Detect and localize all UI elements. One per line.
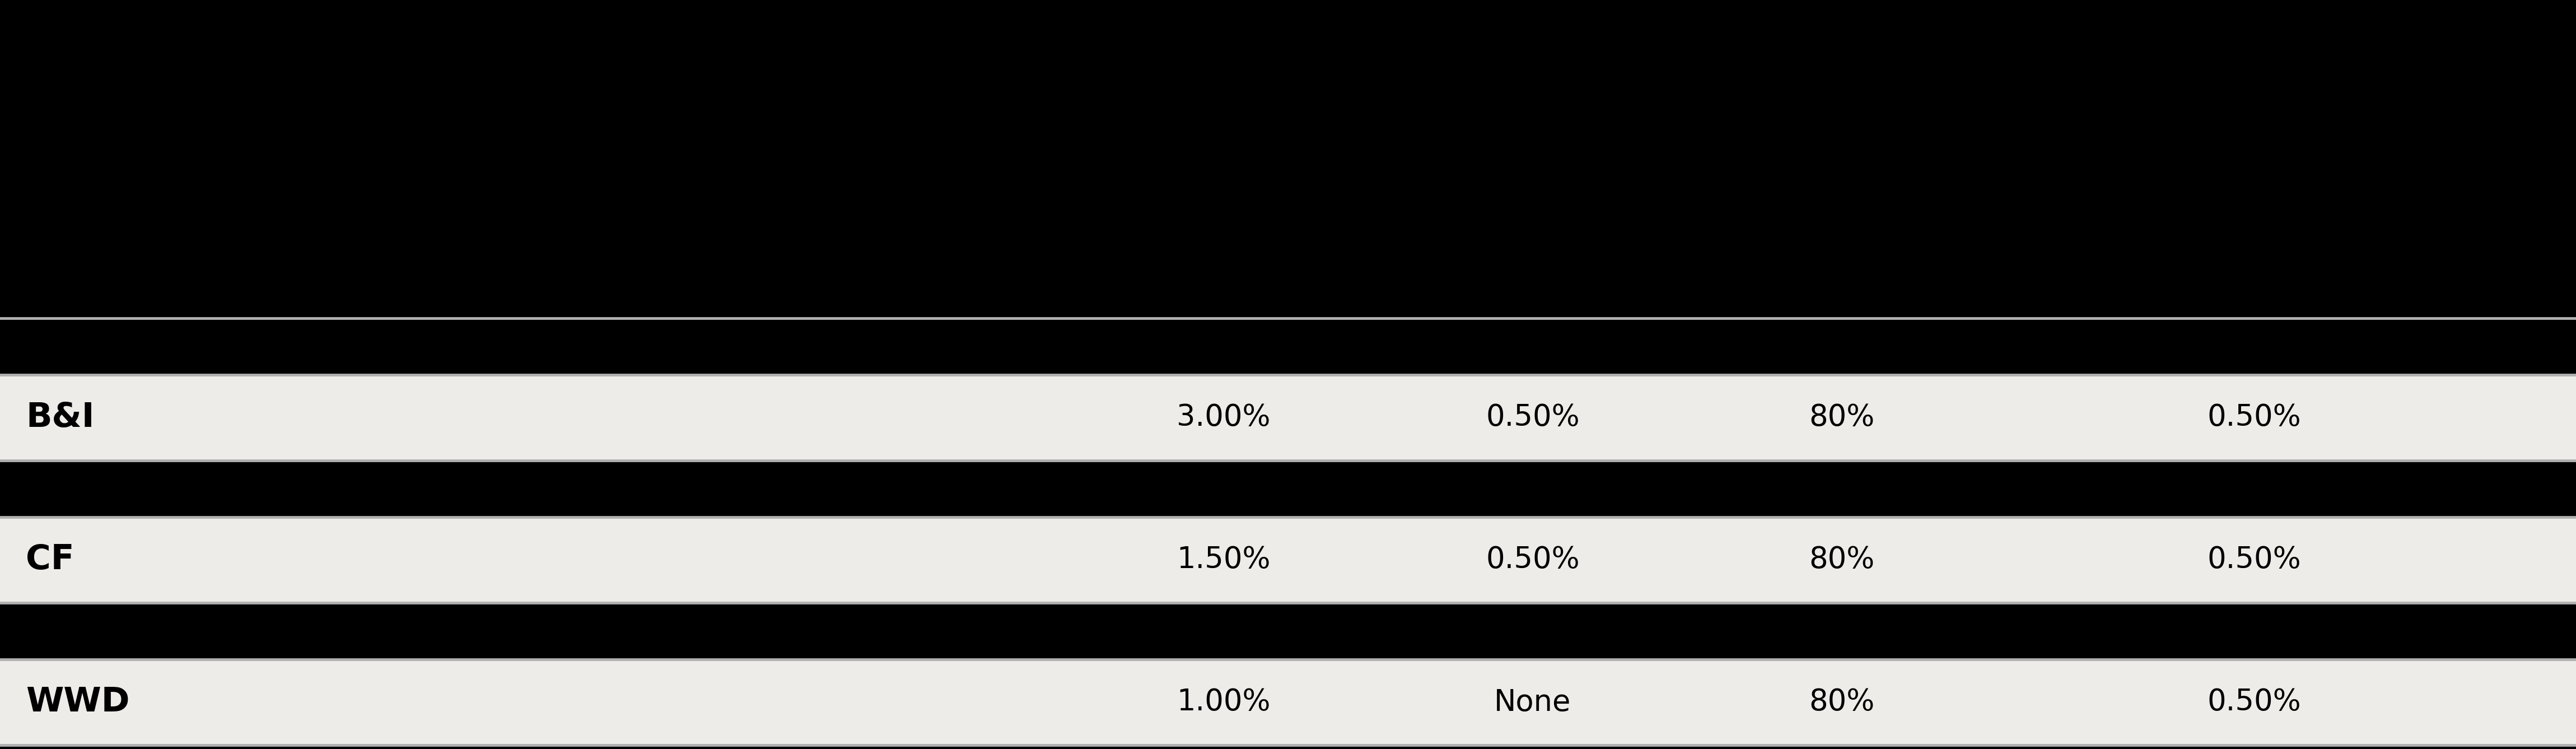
Bar <box>0 517 2576 603</box>
Bar <box>0 659 2576 745</box>
Text: B&I: B&I <box>26 401 95 434</box>
Text: 1.50%: 1.50% <box>1177 545 1270 574</box>
Text: CF: CF <box>26 543 75 577</box>
Text: 0.50%: 0.50% <box>2208 545 2300 574</box>
Bar <box>0 745 2576 749</box>
Text: WWD: WWD <box>26 685 129 719</box>
Text: 3.00%: 3.00% <box>1177 403 1270 432</box>
Text: 1.00%: 1.00% <box>1177 688 1270 717</box>
Text: 80%: 80% <box>1808 688 1875 717</box>
Text: 0.50%: 0.50% <box>1486 403 1579 432</box>
Text: None: None <box>1494 688 1571 717</box>
Text: 80%: 80% <box>1808 403 1875 432</box>
Bar <box>0 374 2576 461</box>
Bar <box>0 318 2576 374</box>
Bar <box>0 603 2576 659</box>
Text: 0.50%: 0.50% <box>1486 545 1579 574</box>
Text: 80%: 80% <box>1808 545 1875 574</box>
Bar <box>0 461 2576 517</box>
Text: 0.50%: 0.50% <box>2208 403 2300 432</box>
Text: 0.50%: 0.50% <box>2208 688 2300 717</box>
